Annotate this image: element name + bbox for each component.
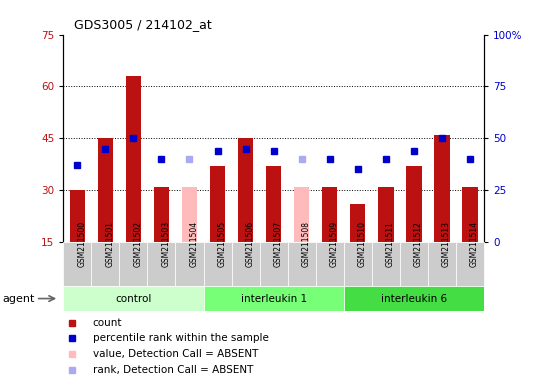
Bar xyxy=(204,286,344,311)
Bar xyxy=(378,187,394,242)
Bar xyxy=(428,242,456,286)
Text: GSM211504: GSM211504 xyxy=(189,221,199,267)
Bar xyxy=(91,242,119,286)
Text: interleukin 1: interleukin 1 xyxy=(240,293,307,304)
Bar xyxy=(182,187,197,242)
Bar xyxy=(97,138,113,242)
Bar xyxy=(238,138,254,242)
Text: GSM211511: GSM211511 xyxy=(386,221,395,267)
Text: GSM211503: GSM211503 xyxy=(162,221,170,267)
Text: GSM211513: GSM211513 xyxy=(442,221,451,267)
Text: GSM211501: GSM211501 xyxy=(106,221,114,267)
Bar xyxy=(175,242,204,286)
Text: agent: agent xyxy=(3,293,35,304)
Bar xyxy=(350,204,366,242)
Text: count: count xyxy=(93,318,122,328)
Text: GSM211500: GSM211500 xyxy=(77,221,86,267)
Text: control: control xyxy=(115,293,152,304)
Bar xyxy=(119,242,147,286)
Text: GSM211509: GSM211509 xyxy=(330,221,339,267)
Bar xyxy=(266,166,282,242)
Text: GSM211506: GSM211506 xyxy=(245,221,255,267)
Bar xyxy=(125,76,141,242)
Bar xyxy=(344,242,372,286)
Bar xyxy=(153,187,169,242)
Bar xyxy=(372,242,400,286)
Bar xyxy=(204,242,232,286)
Bar xyxy=(232,242,260,286)
Bar xyxy=(322,187,338,242)
Text: GDS3005 / 214102_at: GDS3005 / 214102_at xyxy=(74,18,212,31)
Bar xyxy=(462,187,478,242)
Text: GSM211505: GSM211505 xyxy=(218,221,227,267)
Bar xyxy=(147,242,175,286)
Bar xyxy=(434,135,450,242)
Text: value, Detection Call = ABSENT: value, Detection Call = ABSENT xyxy=(93,349,258,359)
Text: GSM211510: GSM211510 xyxy=(358,221,367,267)
Text: GSM211514: GSM211514 xyxy=(470,221,479,267)
Bar xyxy=(210,166,226,242)
Bar xyxy=(294,187,310,242)
Bar xyxy=(260,242,288,286)
Text: rank, Detection Call = ABSENT: rank, Detection Call = ABSENT xyxy=(93,365,253,375)
Bar xyxy=(69,190,85,242)
Bar xyxy=(400,242,428,286)
Text: percentile rank within the sample: percentile rank within the sample xyxy=(93,333,268,343)
Text: GSM211502: GSM211502 xyxy=(133,221,142,267)
Bar xyxy=(406,166,422,242)
Text: GSM211512: GSM211512 xyxy=(414,221,423,267)
Text: GSM211508: GSM211508 xyxy=(301,221,311,267)
Bar xyxy=(316,242,344,286)
Bar xyxy=(344,286,484,311)
Text: GSM211507: GSM211507 xyxy=(274,221,283,267)
Bar xyxy=(288,242,316,286)
Text: interleukin 6: interleukin 6 xyxy=(381,293,447,304)
Bar xyxy=(63,286,204,311)
Bar xyxy=(456,242,484,286)
Bar xyxy=(63,242,91,286)
